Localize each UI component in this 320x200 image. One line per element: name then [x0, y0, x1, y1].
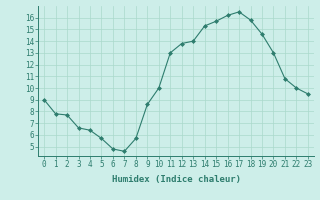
X-axis label: Humidex (Indice chaleur): Humidex (Indice chaleur): [111, 175, 241, 184]
